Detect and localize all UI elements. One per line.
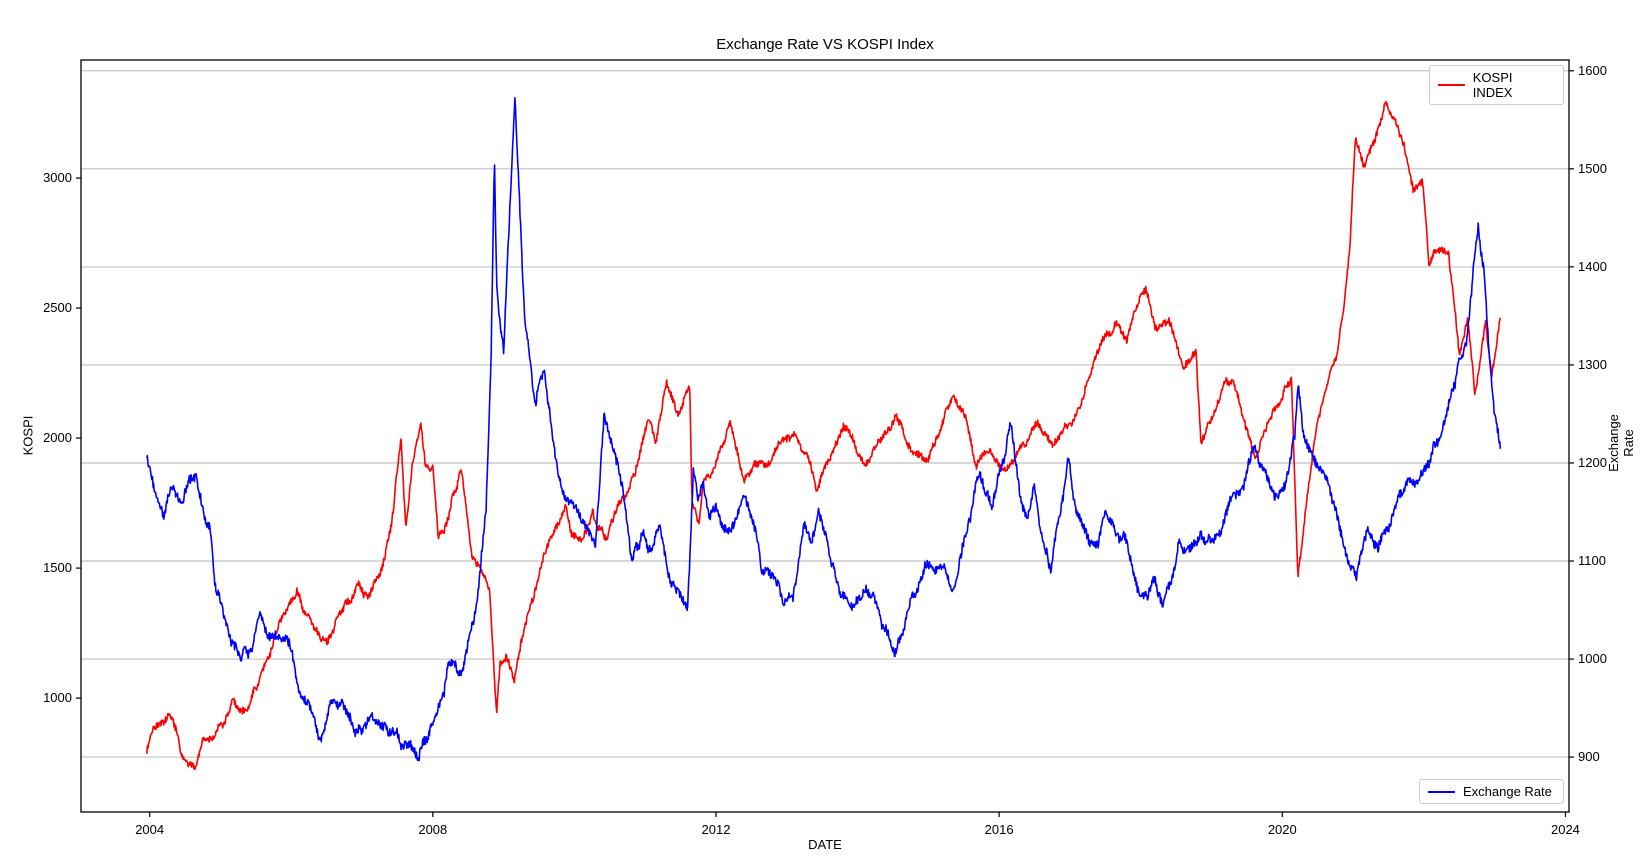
kospi-line bbox=[146, 100, 1502, 771]
legend-kospi-index: KOSPI INDEX bbox=[1429, 65, 1564, 105]
x-tick-label: 2004 bbox=[135, 822, 165, 837]
legend-exchange-rate: Exchange Rate bbox=[1419, 779, 1564, 804]
exchange-line-sample-icon bbox=[1428, 790, 1455, 793]
legend-kospi-label: KOSPI INDEX bbox=[1472, 70, 1513, 100]
y-right-tick-label: 1200 bbox=[1578, 454, 1607, 470]
y-left-tick-label: 2000 bbox=[43, 430, 72, 446]
y-left-tick-label: 2500 bbox=[43, 300, 72, 316]
legend-exchange-label: Exchange Rate bbox=[1463, 784, 1552, 799]
x-tick-label: 2012 bbox=[701, 822, 731, 837]
y-right-tick-label: 1100 bbox=[1578, 553, 1606, 568]
exchange-rate-line bbox=[146, 97, 1502, 762]
y-left-tick-label: 3000 bbox=[43, 170, 72, 186]
plot-border bbox=[80, 59, 1570, 813]
y-right-tick-label: 1600 bbox=[1578, 62, 1607, 78]
x-tick-label: 2008 bbox=[418, 822, 448, 837]
y-right-tick-label: 1300 bbox=[1578, 356, 1607, 372]
chart-title: Exchange Rate VS KOSPI Index bbox=[716, 36, 934, 53]
x-tick-label: 2020 bbox=[1267, 822, 1297, 837]
y-left-tick-label: 1500 bbox=[43, 560, 72, 576]
y-right-tick-label: 1500 bbox=[1578, 160, 1607, 176]
y-right-tick-label: 900 bbox=[1578, 749, 1600, 765]
kospi-line-sample-icon bbox=[1438, 84, 1465, 86]
y-right-tick-label: 1400 bbox=[1578, 258, 1607, 274]
y-left-tick-label: 1000 bbox=[43, 690, 72, 706]
x-axis-label: DATE bbox=[808, 837, 842, 852]
y-axis-label-right: Exchange Rate bbox=[1606, 414, 1636, 472]
x-tick-label: 2024 bbox=[1550, 822, 1580, 837]
x-tick-label: 2016 bbox=[984, 822, 1014, 837]
y-right-tick-label: 1000 bbox=[1578, 651, 1607, 667]
